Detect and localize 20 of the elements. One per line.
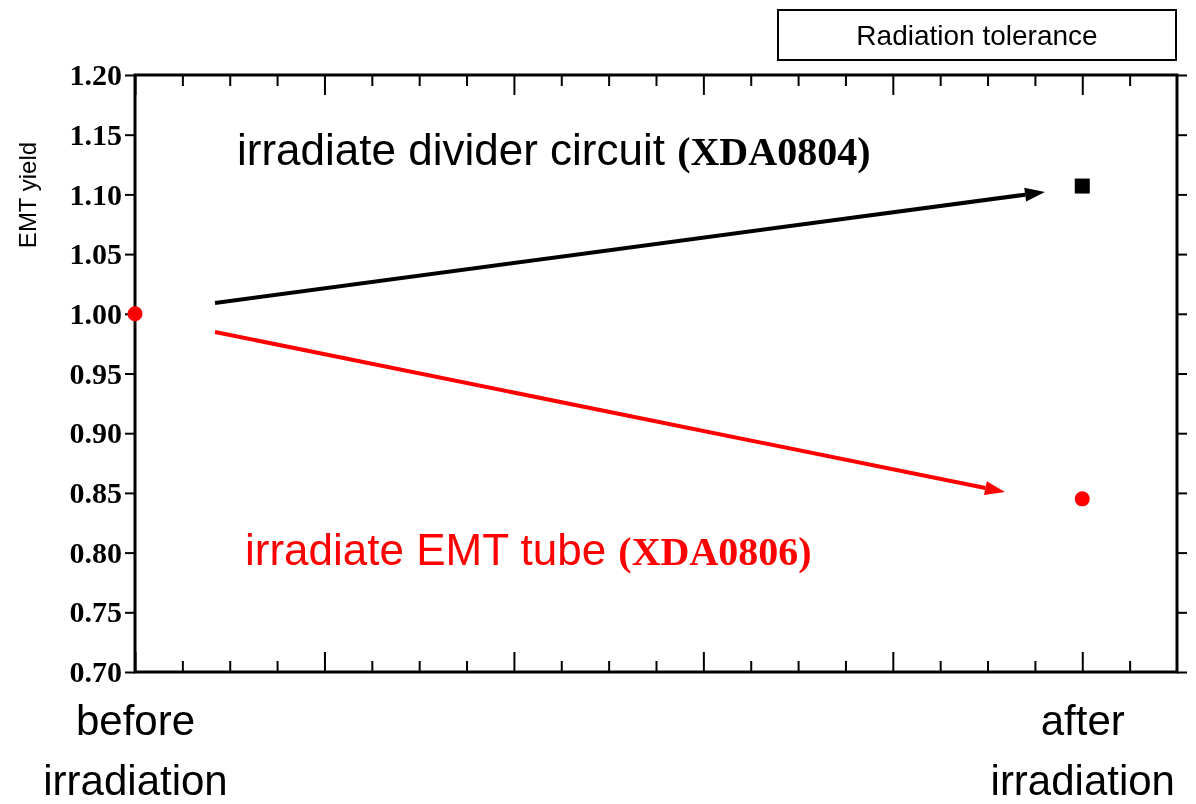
chart-title: Radiation tolerance bbox=[856, 20, 1098, 51]
y-tick-label: 1.00 bbox=[69, 296, 122, 330]
y-tick-label: 0.80 bbox=[69, 535, 122, 569]
y-axis-title: EMT yield bbox=[14, 141, 41, 249]
x-tick-label: before irradiation bbox=[43, 697, 228, 804]
y-tick-label: 0.95 bbox=[69, 356, 122, 390]
y-tick-label: 1.05 bbox=[69, 237, 122, 271]
annotation: irradiate divider circuit (XDA0804) bbox=[237, 125, 871, 174]
annotation: irradiate EMT tube (XDA0806) bbox=[245, 525, 812, 574]
point bbox=[1074, 491, 1090, 507]
y-tick-label: 1.10 bbox=[69, 177, 122, 211]
y-tick-label: 1.15 bbox=[69, 117, 122, 151]
x-tick-label: after irradiation bbox=[990, 697, 1175, 804]
y-tick-label: 0.70 bbox=[69, 655, 122, 689]
y-tick-label: 0.90 bbox=[69, 416, 122, 450]
y-tick-label: 0.75 bbox=[69, 595, 122, 629]
point bbox=[1074, 178, 1090, 194]
y-tick-label: 1.20 bbox=[69, 58, 122, 92]
point bbox=[127, 306, 143, 322]
y-tick-label: 0.85 bbox=[69, 476, 122, 509]
